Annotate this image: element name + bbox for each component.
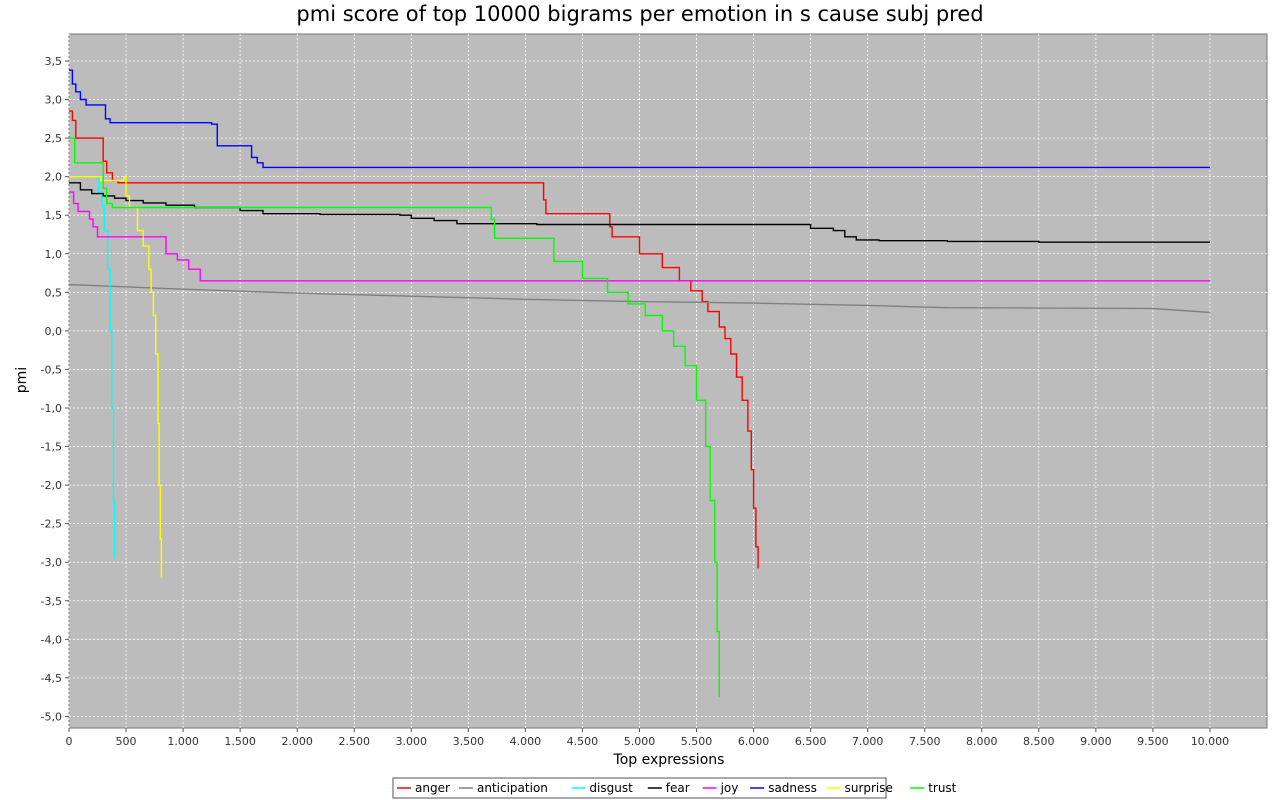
series-line-fear — [69, 182, 1210, 243]
legend-box — [392, 777, 887, 799]
legend-label-joy: joy — [720, 781, 739, 795]
x-tick-label: 5.000 — [624, 735, 656, 748]
y-tick-label: -4,5 — [41, 672, 62, 685]
y-tick-label: -1,5 — [41, 441, 62, 454]
series-line-disgust — [69, 176, 116, 559]
legend: anger anticipation disgust fear joy sadness su… — [392, 777, 957, 799]
x-tick-label: 500 — [116, 735, 137, 748]
y-tick-label: 3,0 — [45, 94, 63, 107]
x-tick-label: 2.500 — [338, 735, 370, 748]
y-tick-label: 1,0 — [45, 248, 63, 261]
y-tick-label: -5,0 — [41, 710, 62, 723]
y-tick-label: 1,5 — [45, 209, 63, 222]
series-lines — [68, 69, 1211, 698]
y-tick-label: 0,0 — [45, 325, 63, 338]
plot-area — [68, 33, 1268, 729]
x-tick-label: 5.500 — [681, 735, 713, 748]
x-tick-label: 6.000 — [738, 735, 770, 748]
y-tick-label: -3,0 — [41, 556, 62, 569]
x-tick-label: 2.000 — [281, 735, 313, 748]
y-tick-label: -3,5 — [41, 595, 62, 608]
y-tick-label: 0,5 — [45, 286, 63, 299]
y-axis-label: pmi — [14, 367, 30, 393]
legend-label-anticipation: anticipation — [477, 781, 548, 795]
x-axis-ticks: 0 500 1.000 1.500 2.000 2.500 3.000 3.500 4.000 4… — [66, 728, 1230, 748]
legend-label-fear: fear — [666, 781, 690, 795]
x-axis-label: Top expressions — [613, 752, 725, 768]
x-tick-label: 1.000 — [167, 735, 199, 748]
y-tick-label: -1,0 — [41, 402, 62, 415]
y-tick-label: 3,5 — [45, 55, 63, 68]
chart-title: pmi score of top 10000 bigrams per emoti… — [296, 2, 983, 26]
y-tick-label: -4,0 — [41, 633, 62, 646]
x-tick-label: 7.000 — [852, 735, 884, 748]
x-tick-label: 8.000 — [966, 735, 998, 748]
legend-label-sadness: sadness — [768, 781, 817, 795]
legend-label-surprise: surprise — [845, 781, 893, 795]
x-tick-label: 3.000 — [396, 735, 428, 748]
series-line-anticipation — [68, 283, 1211, 314]
x-tick-label: 6.500 — [795, 735, 827, 748]
legend-label-trust: trust — [928, 781, 956, 795]
x-tick-label: 10.000 — [1191, 735, 1230, 748]
series-line-surprise — [69, 176, 163, 578]
y-axis-ticks: 3,5 3,0 2,5 2,0 1,5 1,0 0,5 0,0 -0,5 -1,0 -1,5 -2,0… — [41, 55, 69, 723]
y-tick-label: -0,5 — [41, 363, 62, 376]
x-tick-label: 4.000 — [510, 735, 542, 748]
x-tick-label: 7.500 — [909, 735, 941, 748]
series-line-joy — [69, 191, 1210, 282]
x-tick-label: 0 — [66, 735, 73, 748]
y-tick-label: -2,0 — [41, 479, 62, 492]
y-tick-label: -2,5 — [41, 518, 62, 531]
y-tick-label: 2,0 — [45, 171, 63, 184]
x-tick-label: 1.500 — [224, 735, 256, 748]
legend-label-anger: anger — [415, 781, 450, 795]
x-tick-label: 8.500 — [1023, 735, 1055, 748]
series-line-sadness — [69, 69, 1210, 169]
x-tick-label: 4.500 — [567, 735, 599, 748]
y-tick-label: 2,5 — [45, 132, 63, 145]
x-tick-label: 3.500 — [453, 735, 485, 748]
legend-label-disgust: disgust — [589, 781, 633, 795]
x-tick-label: 9.500 — [1137, 735, 1169, 748]
x-tick-label: 9.000 — [1080, 735, 1112, 748]
series-line-trust — [69, 137, 720, 698]
series-line-anger — [69, 110, 759, 569]
